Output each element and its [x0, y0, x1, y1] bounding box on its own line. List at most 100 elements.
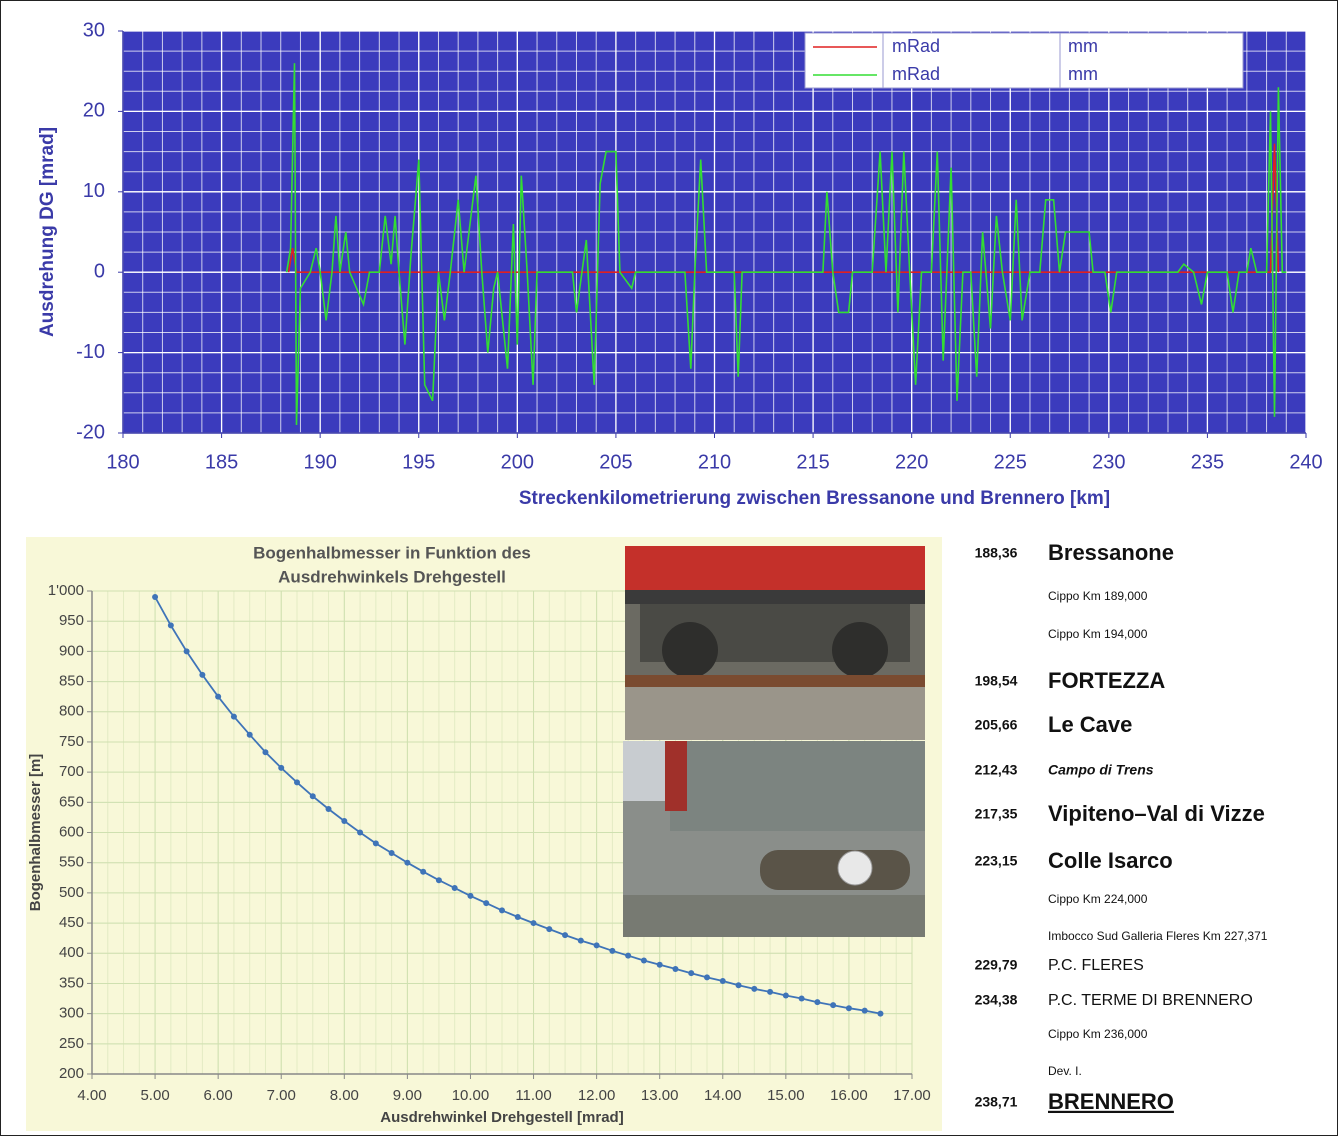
y-tick-label: 650: [59, 793, 84, 810]
y-tick-label: 550: [59, 854, 84, 871]
x-tick-label: 8.00: [330, 1087, 359, 1104]
photo-car-red: [665, 741, 687, 811]
y-tick-label: 10: [83, 180, 105, 202]
photo-ground: [623, 895, 925, 937]
photo-sensor-disc: [838, 851, 872, 885]
data-point: [483, 900, 489, 906]
x-tick-label: 5.00: [140, 1087, 169, 1104]
x-tick-label: 235: [1191, 451, 1224, 473]
y-tick-label: 600: [59, 823, 84, 840]
y-tick-label: 20: [83, 100, 105, 122]
y-tick-label: 0: [94, 260, 105, 282]
x-tick-label: 230: [1092, 451, 1125, 473]
data-point: [262, 749, 268, 755]
legend-label: mRad: [892, 36, 940, 56]
station-km: 234,38: [975, 992, 1018, 1008]
x-tick-label: 185: [205, 451, 238, 473]
y-tick-label: 750: [59, 733, 84, 750]
station-name: FORTEZZA: [1048, 668, 1165, 693]
legend-box: [805, 33, 1243, 88]
x-tick-label: 6.00: [204, 1087, 233, 1104]
station-name: BRENNERO: [1048, 1089, 1174, 1114]
x-tick-label: 225: [994, 451, 1027, 473]
station-km: 188,36: [975, 545, 1018, 561]
y-tick-label: 700: [59, 763, 84, 780]
data-point: [247, 732, 253, 738]
data-point: [594, 942, 600, 948]
y-tick-label: -20: [76, 421, 105, 443]
data-point: [783, 993, 789, 999]
data-point: [562, 932, 568, 938]
station-name: Dev. I.: [1048, 1064, 1082, 1078]
y-tick-label: 350: [59, 974, 84, 991]
y-tick-label: 500: [59, 884, 84, 901]
data-point: [862, 1008, 868, 1014]
x-tick-label: 210: [698, 451, 731, 473]
y-tick-label: 800: [59, 703, 84, 720]
photo-rail: [625, 675, 925, 687]
station-name: Cippo Km 224,000: [1048, 892, 1148, 906]
data-point: [767, 989, 773, 995]
data-point: [499, 907, 505, 913]
data-point: [877, 1011, 883, 1017]
data-point: [373, 840, 379, 846]
x-tick-label: 4.00: [77, 1087, 106, 1104]
station-name: Campo di Trens: [1048, 762, 1154, 778]
photo-train-side: [625, 546, 925, 740]
data-point: [184, 648, 190, 654]
x-tick-label: 195: [402, 451, 435, 473]
y-tick-label: 450: [59, 914, 84, 931]
data-point: [389, 850, 395, 856]
x-tick-label: 11.00: [515, 1087, 551, 1104]
data-point: [515, 914, 521, 920]
x-axis-label: Ausdrehwinkel Drehgestell [mrad]: [380, 1109, 623, 1126]
data-point: [578, 938, 584, 944]
data-point: [625, 953, 631, 959]
station-name: Vipiteno–Val di Vizze: [1048, 801, 1265, 826]
chart-title: Ausdrehwinkels Drehgestell: [278, 567, 506, 586]
x-tick-label: 190: [303, 451, 336, 473]
data-point: [657, 962, 663, 968]
x-tick-label: 17.00: [893, 1087, 931, 1104]
data-point: [420, 869, 426, 875]
data-point: [467, 893, 473, 899]
x-tick-label: 220: [895, 451, 928, 473]
data-point: [310, 793, 316, 799]
station-km: 238,71: [975, 1094, 1018, 1110]
photo-sensor: [623, 741, 925, 937]
x-tick-label: 14.00: [704, 1087, 742, 1104]
data-point: [830, 1002, 836, 1008]
station-name: Bressanone: [1048, 540, 1174, 565]
photo-car-stripe: [625, 590, 925, 604]
data-point: [215, 694, 221, 700]
x-tick-label: 10.00: [452, 1087, 490, 1104]
station-km: 198,54: [975, 673, 1018, 689]
data-point: [688, 970, 694, 976]
x-tick-label: 240: [1289, 451, 1322, 473]
x-axis-label: Streckenkilometrierung zwischen Bressano…: [519, 488, 1110, 509]
data-point: [720, 978, 726, 984]
x-tick-label: 15.00: [767, 1087, 805, 1104]
station-km: 205,66: [975, 717, 1018, 733]
station-name: Imbocco Sud Galleria Fleres Km 227,371: [1048, 929, 1268, 943]
photo-car-underside: [670, 741, 925, 831]
data-point: [278, 765, 284, 771]
station-name: Cippo Km 189,000: [1048, 589, 1148, 603]
legend-label: mRad: [892, 64, 940, 84]
legend-unit: mm: [1068, 36, 1098, 56]
data-point: [452, 885, 458, 891]
data-point: [294, 779, 300, 785]
station-km: 223,15: [975, 853, 1018, 869]
data-point: [546, 926, 552, 932]
y-tick-label: 950: [59, 612, 84, 629]
data-point: [531, 920, 537, 926]
data-point: [231, 714, 237, 720]
x-tick-label: 180: [106, 451, 139, 473]
y-axis-label: Bogenhalbmesser [m]: [27, 754, 44, 912]
x-tick-label: 215: [796, 451, 829, 473]
station-name: Le Cave: [1048, 712, 1132, 737]
data-point: [341, 818, 347, 824]
photo-wheel: [662, 622, 718, 678]
data-point: [846, 1005, 852, 1011]
y-tick-label: 30: [83, 19, 105, 41]
